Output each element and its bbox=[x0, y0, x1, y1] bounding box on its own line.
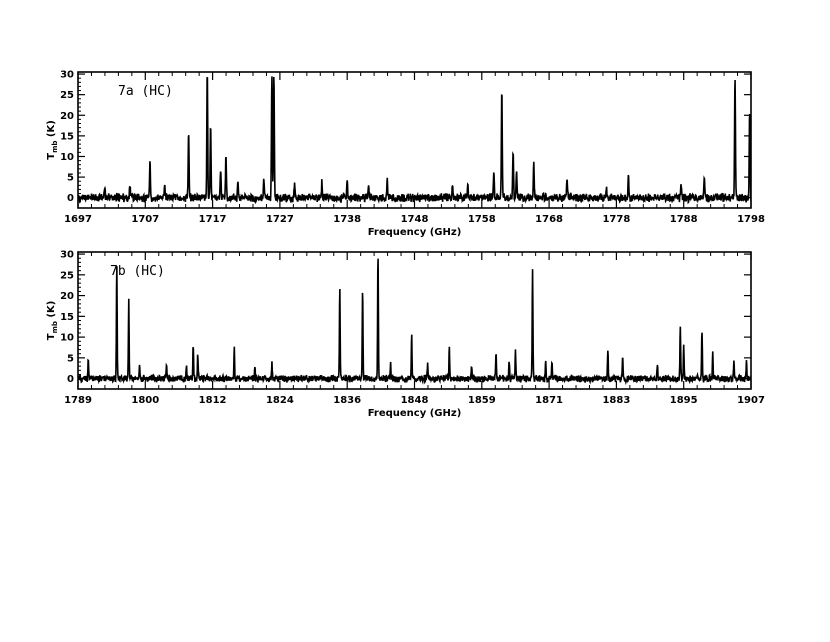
plot-frame bbox=[77, 251, 752, 390]
x-tick-label: 1895 bbox=[670, 395, 698, 406]
y-tick-label: 15 bbox=[60, 131, 74, 142]
y-tick-label: 10 bbox=[60, 152, 74, 163]
panel-a: 0 5 10 15 20 25 30 1697 1707 1717 1727 1738 1748 1758… bbox=[46, 70, 765, 238]
y-tick-label: 25 bbox=[60, 90, 74, 101]
y-tick-label: 20 bbox=[60, 291, 74, 302]
x-tick-label: 1836 bbox=[333, 395, 361, 406]
y-tick-label: 15 bbox=[60, 312, 74, 323]
x-tick-label: 1788 bbox=[670, 214, 698, 225]
x-tick-label: 1738 bbox=[333, 214, 361, 225]
y-tick-label: 20 bbox=[60, 111, 74, 122]
y-axis-title: Tmb (K) bbox=[46, 301, 59, 341]
y-axis-title: Tmb (K) bbox=[46, 120, 59, 160]
x-tick-label: 1859 bbox=[468, 395, 496, 406]
x-tick-label: 1798 bbox=[737, 214, 765, 225]
y-tick-label: 25 bbox=[60, 270, 74, 281]
y-tick-label: 5 bbox=[67, 353, 74, 364]
x-tick-label: 1748 bbox=[401, 214, 429, 225]
x-tick-label: 1812 bbox=[199, 395, 227, 406]
x-tick-label: 1824 bbox=[266, 395, 294, 406]
x-axis-title: Frequency (GHz) bbox=[368, 408, 462, 419]
x-tick-label: 1727 bbox=[266, 214, 294, 225]
x-tick-label: 1697 bbox=[64, 214, 92, 225]
panel-label: 7a (HC) bbox=[118, 84, 173, 99]
plot-frame bbox=[77, 71, 752, 209]
x-tick-label: 1778 bbox=[602, 214, 630, 225]
y-tick-label: 30 bbox=[60, 70, 74, 81]
spectrum-line bbox=[78, 258, 751, 386]
y-tick-label: 5 bbox=[67, 173, 74, 184]
y-tick-label: 0 bbox=[67, 193, 74, 204]
panel-b: 0 5 10 15 20 25 30 1789 1800 1812 1824 1836 1848 1859… bbox=[46, 250, 765, 419]
y-tick-label: 10 bbox=[60, 333, 74, 344]
x-tick-label: 1758 bbox=[468, 214, 496, 225]
y-tick-label: 0 bbox=[67, 374, 74, 385]
x-tick-label: 1907 bbox=[737, 395, 765, 406]
x-tick-label: 1717 bbox=[199, 214, 227, 225]
x-tick-label: 1871 bbox=[535, 395, 563, 406]
spectrum-line bbox=[78, 76, 751, 205]
y-tick-label: 30 bbox=[60, 250, 74, 261]
x-tick-label: 1768 bbox=[535, 214, 563, 225]
x-tick-label: 1800 bbox=[131, 395, 159, 406]
x-axis-title: Frequency (GHz) bbox=[368, 227, 462, 238]
x-tick-label: 1707 bbox=[131, 214, 159, 225]
x-tick-label: 1848 bbox=[401, 395, 429, 406]
x-tick-label: 1789 bbox=[64, 395, 92, 406]
panel-label: 7b (HC) bbox=[110, 264, 165, 279]
x-tick-label: 1883 bbox=[602, 395, 630, 406]
